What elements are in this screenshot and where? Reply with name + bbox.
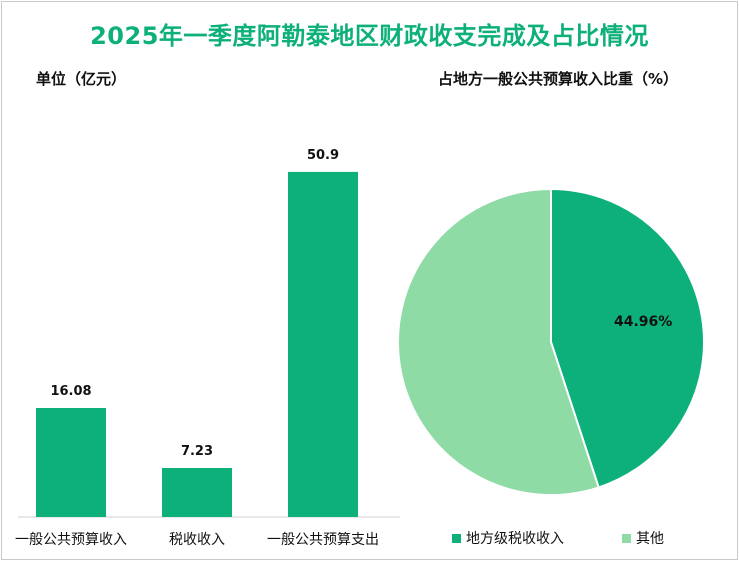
bar-category-label-tax-revenue: 税收收入 bbox=[169, 532, 225, 548]
bar-value-label-tax-revenue: 7.23 bbox=[180, 443, 214, 459]
bar-category-label-general-budget-expenditure: 一般公共预算支出 bbox=[267, 532, 379, 548]
bar-category-label-general-budget-revenue: 一般公共预算收入 bbox=[15, 532, 127, 548]
pie-slice-other bbox=[397, 187, 600, 496]
pie-chart-title: 占地方一般公共预算收入比重（%） bbox=[438, 70, 679, 88]
legend-label-local-tax: 地方级税收收入 bbox=[466, 531, 564, 547]
legend-swatch-local-tax bbox=[452, 533, 461, 543]
chart-title: 2025年一季度阿勒泰地区财政收支完成及占比情况 bbox=[90, 22, 649, 50]
legend-item-local-tax: 地方级税收收入 bbox=[452, 528, 564, 548]
bar-value-label-general-budget-expenditure: 50.9 bbox=[306, 147, 340, 163]
legend-swatch-other bbox=[622, 533, 631, 543]
bar-tax-revenue bbox=[162, 467, 232, 517]
bar-general-budget-revenue bbox=[36, 407, 106, 517]
bar-value-label-general-budget-revenue: 16.08 bbox=[50, 383, 92, 399]
legend-label-other: 其他 bbox=[636, 531, 664, 547]
bar-general-budget-expenditure bbox=[288, 171, 358, 517]
pie-slice-local-tax bbox=[550, 187, 705, 489]
legend-item-other: 其他 bbox=[622, 528, 664, 548]
pie-slice-label-local-tax: 44.96% bbox=[614, 314, 673, 330]
bar-chart-unit-label: 单位（亿元） bbox=[36, 70, 127, 88]
